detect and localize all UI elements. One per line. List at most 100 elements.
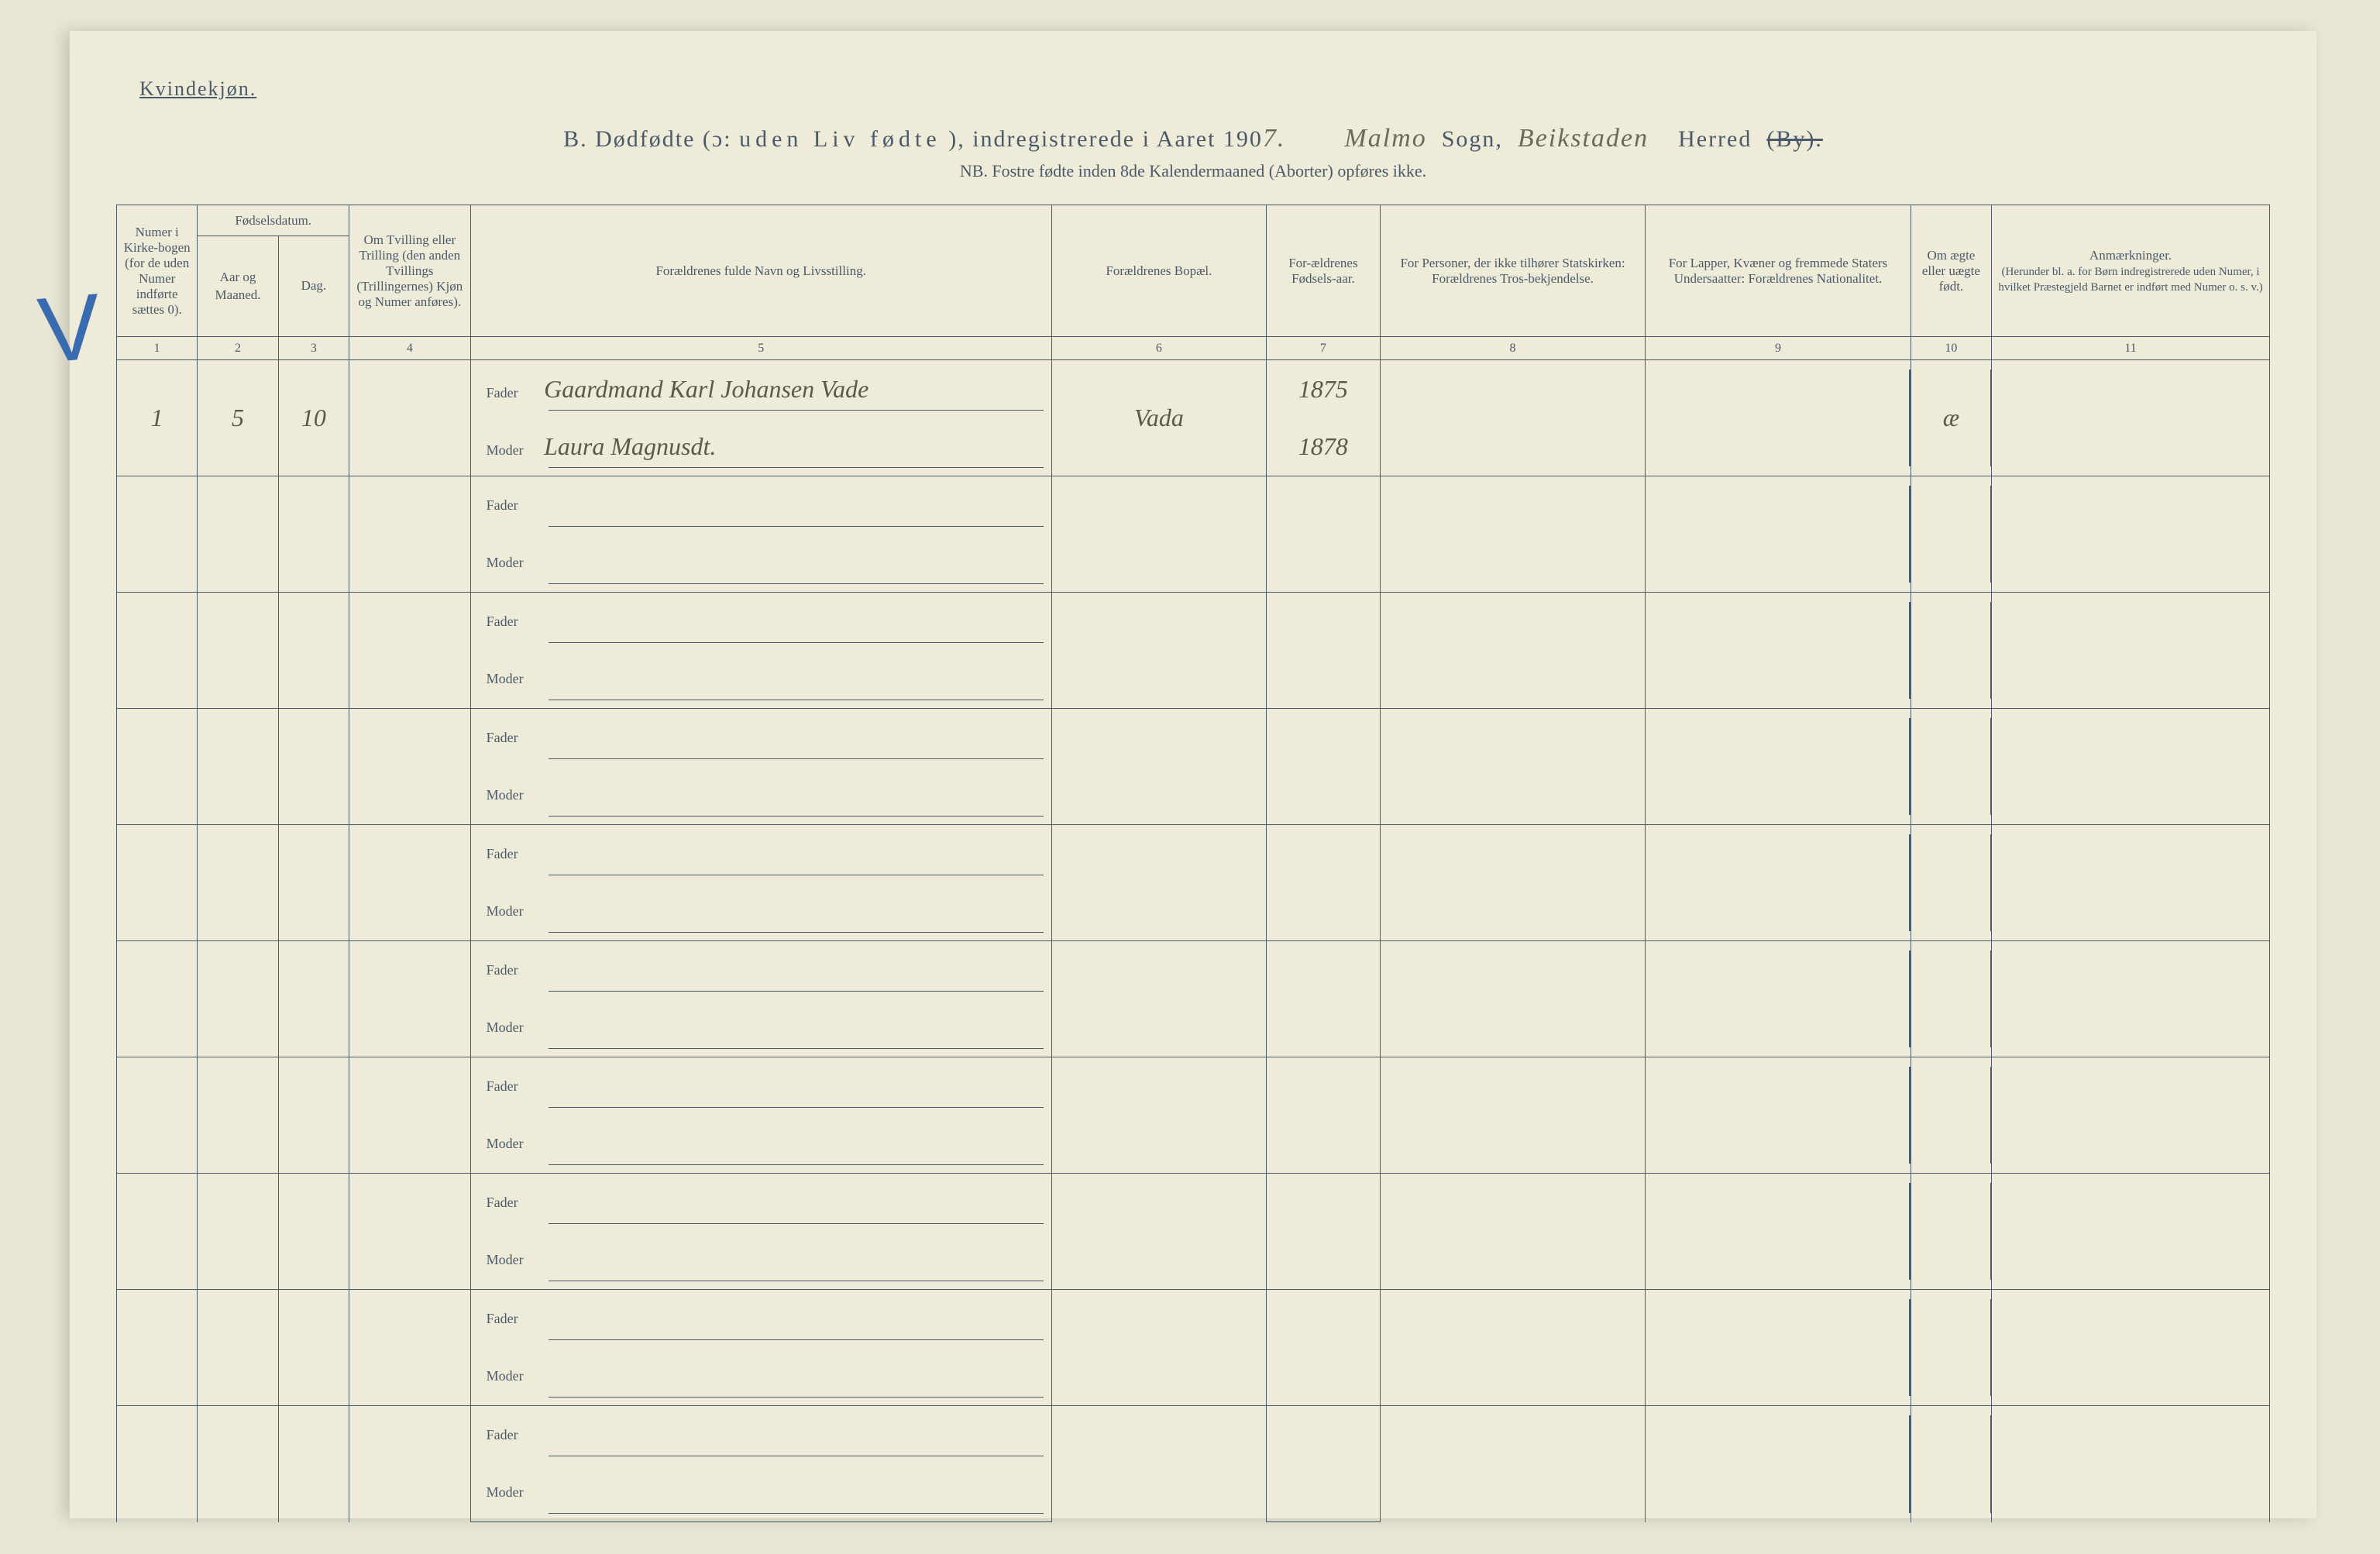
cell-moder-aar <box>1267 883 1381 941</box>
cell-aegte <box>1911 593 1991 709</box>
col-header-anm: Anmærkninger. (Herunder bl. a. for Børn … <box>1992 205 2270 337</box>
cell-anm <box>1992 1406 2270 1522</box>
moder-label: Moder <box>487 1019 541 1036</box>
title-suffix: ), indregistrerede i Aaret 190 <box>948 126 1263 152</box>
colnum-2: 2 <box>198 337 278 360</box>
col-header-numer: Numer i Kirke-bogen (for de uden Numer i… <box>117 205 198 337</box>
cell-bopael <box>1051 1406 1266 1522</box>
cell-tros <box>1380 593 1645 709</box>
cell-aegte <box>1911 1057 1991 1174</box>
cell-fader: Fader <box>470 1290 1051 1348</box>
cell-fader-aar <box>1267 941 1381 999</box>
cell-tros <box>1380 825 1645 941</box>
sogn-value: Malmo <box>1344 124 1426 153</box>
cell-numer <box>117 1406 198 1522</box>
column-number-row: 1 2 3 4 5 6 7 8 9 10 11 <box>117 337 2270 360</box>
cell-fader-aar <box>1267 593 1381 651</box>
colnum-8: 8 <box>1380 337 1645 360</box>
fader-label: Fader <box>487 846 541 862</box>
table-row: Fader <box>117 1290 2270 1348</box>
moder-label: Moder <box>487 787 541 803</box>
cell-moder-aar <box>1267 1464 1381 1522</box>
cell-tvilling <box>349 476 471 593</box>
fader-label: Fader <box>487 1427 541 1443</box>
cell-fader: Fader <box>470 709 1051 767</box>
table-row: Fader <box>117 825 2270 883</box>
cell-numer: 1 <box>117 360 198 476</box>
cell-maaned <box>198 709 278 825</box>
cell-fader-aar <box>1267 1057 1381 1116</box>
moder-label: Moder <box>487 903 541 920</box>
cell-numer <box>117 593 198 709</box>
cell-fader: Fader <box>470 825 1051 883</box>
cell-aegte <box>1911 825 1991 941</box>
moder-label: Moder <box>487 1484 541 1501</box>
cell-tvilling <box>349 1057 471 1174</box>
moder-label: Moder <box>487 442 541 459</box>
fader-label: Fader <box>487 1311 541 1327</box>
subtitle: NB. Fostre fødte inden 8de Kalendermaane… <box>116 161 2270 181</box>
cell-tvilling <box>349 1174 471 1290</box>
cell-numer <box>117 709 198 825</box>
cell-bopael <box>1051 1174 1266 1290</box>
cell-tros <box>1380 1290 1645 1406</box>
cell-dag <box>278 1290 349 1406</box>
herred-value: Beikstaden <box>1518 124 1649 153</box>
fader-label: Fader <box>487 385 541 401</box>
cell-bopael <box>1051 825 1266 941</box>
cell-aegte <box>1911 941 1991 1057</box>
cell-fader-aar <box>1267 825 1381 883</box>
cell-anm <box>1992 593 2270 709</box>
cell-fader-aar <box>1267 709 1381 767</box>
table-row: Fader <box>117 1406 2270 1464</box>
col-header-fodselsdatum: Fødselsdatum. <box>198 205 349 236</box>
cell-moder: Moder <box>470 1116 1051 1174</box>
cell-maaned <box>198 476 278 593</box>
cell-moder: Moder <box>470 535 1051 593</box>
cell-fader: Fader <box>470 476 1051 535</box>
cell-nat <box>1646 360 1911 476</box>
moder-text: Laura Magnusdt. <box>544 432 716 461</box>
cell-aegte <box>1911 476 1991 593</box>
cell-maaned <box>198 593 278 709</box>
col-header-tvilling: Om Tvilling eller Trilling (den anden Tv… <box>349 205 471 337</box>
cell-numer <box>117 476 198 593</box>
cell-moder-aar <box>1267 651 1381 709</box>
cell-fader-aar: 1875 <box>1267 360 1381 418</box>
col-header-maaned: Aar og Maaned. <box>198 236 278 337</box>
col-header-aegte: Om ægte eller uægte født. <box>1911 205 1991 337</box>
title-prefix: B. Dødfødte (ɔ: <box>563 126 731 152</box>
sogn-label: Sogn, <box>1442 126 1503 152</box>
cell-moder: Moder Laura Magnusdt. <box>470 418 1051 476</box>
cell-nat <box>1646 593 1911 709</box>
fader-label: Fader <box>487 1195 541 1211</box>
cell-moder: Moder <box>470 1464 1051 1522</box>
cell-maaned: 5 <box>198 360 278 476</box>
fader-text: Gaardmand Karl Johansen Vade <box>544 375 868 404</box>
herred-label: Herred <box>1678 126 1752 152</box>
cell-nat <box>1646 825 1911 941</box>
cell-dag <box>278 709 349 825</box>
cell-bopael <box>1051 1290 1266 1406</box>
cell-maaned <box>198 1406 278 1522</box>
cell-maaned <box>198 1290 278 1406</box>
cell-numer <box>117 825 198 941</box>
moder-label: Moder <box>487 1136 541 1152</box>
cell-fader-aar <box>1267 476 1381 535</box>
fader-label: Fader <box>487 730 541 746</box>
cell-nat <box>1646 1406 1911 1522</box>
table-row: Fader <box>117 1174 2270 1232</box>
table-row: Fader <box>117 709 2270 767</box>
anm-sub: (Herunder bl. a. for Børn indregistrered… <box>1998 266 2262 294</box>
cell-nat <box>1646 1174 1911 1290</box>
cell-numer <box>117 1174 198 1290</box>
cell-maaned <box>198 825 278 941</box>
moder-label: Moder <box>487 1252 541 1268</box>
cell-moder-aar <box>1267 1116 1381 1174</box>
cell-moder: Moder <box>470 651 1051 709</box>
col-header-foraeldre-navn: Forældrenes fulde Navn og Livsstilling. <box>470 205 1051 337</box>
cell-tros <box>1380 1406 1645 1522</box>
cell-moder-aar <box>1267 767 1381 825</box>
cell-fader: Fader <box>470 1057 1051 1116</box>
cell-maaned <box>198 941 278 1057</box>
